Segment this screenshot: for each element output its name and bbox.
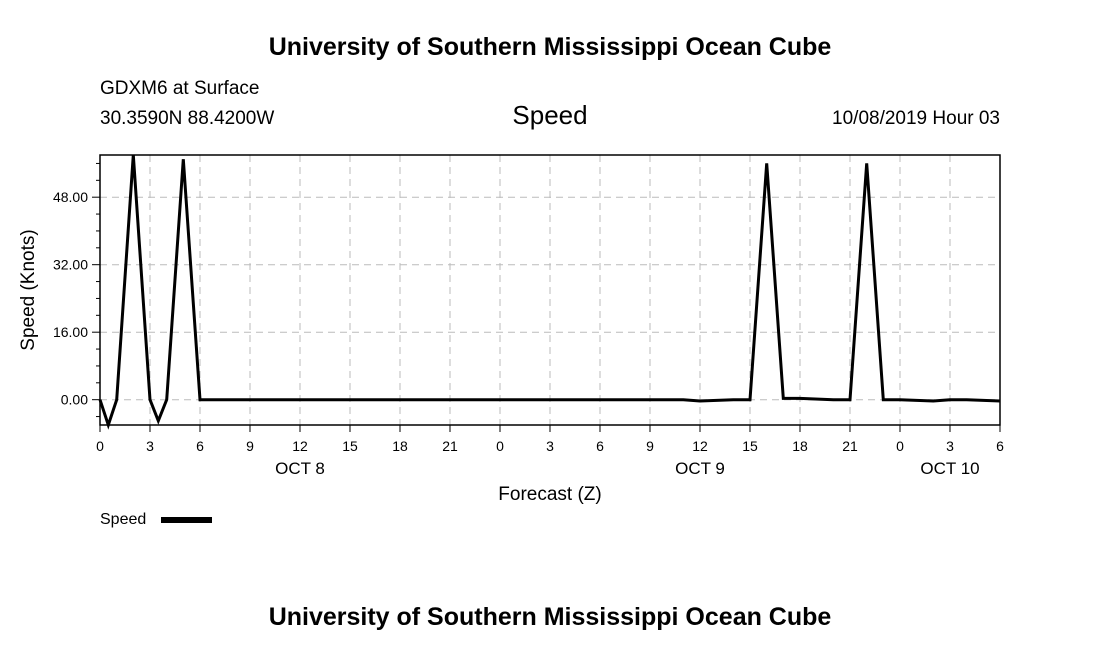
x-axis-label: Forecast (Z) — [498, 484, 601, 505]
x-tick-label: 3 — [546, 438, 554, 454]
y-tick-label: 16.00 — [53, 324, 88, 340]
day-label: OCT 8 — [275, 459, 325, 478]
x-tick-label: 3 — [946, 438, 954, 454]
x-tick-label: 9 — [246, 438, 254, 454]
y-tick-label: 32.00 — [53, 257, 88, 273]
x-tick-label: 9 — [646, 438, 654, 454]
x-axis: 0 3 6 9 12 15 18 21 0 3 6 9 12 15 18 21 0 3 6 — [96, 425, 1004, 454]
y-axis: 0.00 16.00 32.00 48.00 — [53, 162, 100, 418]
x-tick-label: 3 — [146, 438, 154, 454]
x-tick-label: 0 — [96, 438, 104, 454]
station-label: GDXM6 at Surface — [100, 78, 259, 99]
x-tick-label: 6 — [596, 438, 604, 454]
day-label: OCT 9 — [675, 459, 725, 478]
legend-label: Speed — [100, 511, 146, 528]
legend: Speed — [100, 511, 212, 528]
x-tick-label: 0 — [896, 438, 904, 454]
grid-lines — [100, 155, 1000, 425]
x-tick-label: 18 — [392, 438, 408, 454]
x-tick-label: 12 — [692, 438, 708, 454]
day-label: OCT 10 — [920, 459, 979, 478]
x-tick-label: 6 — [996, 438, 1004, 454]
x-tick-label: 21 — [842, 438, 858, 454]
x-tick-label: 6 — [196, 438, 204, 454]
day-labels: OCT 8 OCT 9 OCT 10 — [275, 459, 979, 478]
top-title: University of Southern Mississippi Ocean… — [269, 33, 832, 61]
datetime-label: 10/08/2019 Hour 03 — [832, 108, 1000, 129]
y-tick-label: 48.00 — [53, 189, 88, 205]
legend-swatch — [161, 517, 212, 523]
x-tick-label: 18 — [792, 438, 808, 454]
series-group — [98, 154, 1001, 430]
chart-title: Speed — [512, 100, 587, 130]
series-line-speed — [98, 154, 1001, 430]
location-label: 30.3590N 88.4200W — [100, 108, 274, 129]
x-tick-label: 21 — [442, 438, 458, 454]
x-tick-label: 15 — [342, 438, 358, 454]
bottom-title: University of Southern Mississippi Ocean… — [269, 603, 832, 631]
x-tick-label: 12 — [292, 438, 308, 454]
y-tick-label: 0.00 — [61, 392, 88, 408]
y-axis-label: Speed (Knots) — [18, 229, 39, 350]
x-tick-label: 0 — [496, 438, 504, 454]
x-tick-label: 15 — [742, 438, 758, 454]
